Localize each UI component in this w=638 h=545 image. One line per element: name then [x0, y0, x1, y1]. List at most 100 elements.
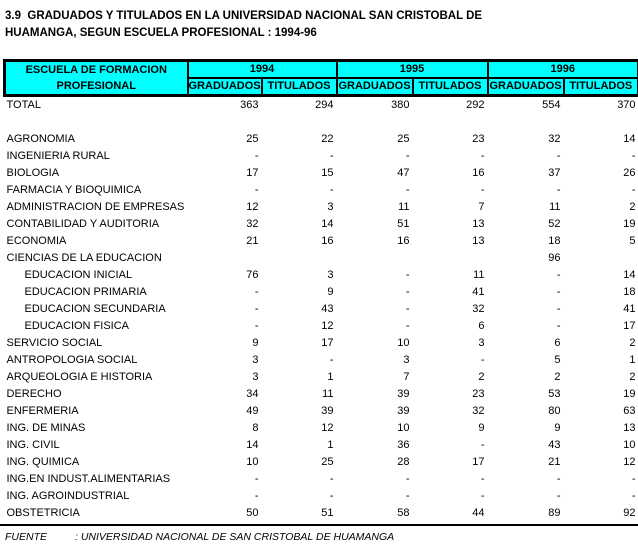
row-label: FARMACIA Y BIOQUIMICA — [6, 184, 142, 196]
cell-value: 9 — [478, 422, 485, 434]
source-label: FUENTE — [5, 531, 47, 543]
cell-value: 39 — [397, 405, 410, 417]
table-row: OBSTETRICIA 50 51 58 44 89 92 — [5, 505, 638, 522]
cell-value: 18 — [548, 235, 561, 247]
cell-value: 80 — [548, 405, 561, 417]
cell-value: - — [556, 150, 561, 162]
cell-value: 37 — [548, 167, 561, 179]
cell-value: 53 — [548, 388, 561, 400]
cell-value: 3 — [478, 337, 485, 349]
cell-value — [413, 114, 488, 131]
cell-value: - — [480, 490, 485, 502]
cell-value: - — [631, 150, 636, 162]
school-column-header: ESCUELA DE FORMACION PROFESIONAL — [3, 59, 189, 97]
cell-value: 26 — [623, 167, 636, 179]
cell-value: - — [480, 354, 485, 366]
table-row: EDUCACION INICIAL 76 3 - 11 - 14 — [5, 267, 638, 284]
cell-value: 39 — [397, 388, 410, 400]
year-header-1995: 1995 — [335, 59, 489, 79]
source-footer: FUENTE: UNIVERSIDAD NACIONAL DE SAN CRIS… — [5, 531, 638, 543]
cell-value: 47 — [397, 167, 410, 179]
cell-value: 5 — [554, 354, 561, 366]
cell-value: 6 — [478, 320, 485, 332]
school-header-line1: ESCUELA DE FORMACION — [25, 64, 167, 76]
cell-value — [337, 114, 413, 131]
cell-value — [564, 250, 638, 267]
cell-value: 10 — [397, 422, 410, 434]
cell-value: - — [254, 473, 259, 485]
cell-value: - — [405, 286, 410, 298]
cell-value: - — [556, 473, 561, 485]
cell-value: - — [480, 184, 485, 196]
cell-value: 13 — [472, 235, 485, 247]
cell-value: 52 — [548, 218, 561, 230]
table-bottom-rule — [0, 524, 638, 526]
cell-value: 2 — [554, 371, 561, 383]
cell-value — [262, 250, 337, 267]
cell-value: 16 — [397, 235, 410, 247]
cell-value: 44 — [472, 507, 485, 519]
table-header: ESCUELA DE FORMACION PROFESIONAL 1994 19… — [3, 59, 638, 97]
cell-value: 10 — [397, 337, 410, 349]
school-header-line2: PROFESIONAL — [56, 80, 136, 92]
row-label: OBSTETRICIA — [6, 507, 80, 519]
cell-value: 15 — [321, 167, 334, 179]
cell-value: 32 — [472, 405, 485, 417]
cell-value: 16 — [321, 235, 334, 247]
row-label: EDUCACION FISICA — [24, 320, 130, 332]
cell-value: 17 — [321, 337, 334, 349]
cell-value: 2 — [478, 371, 485, 383]
subheader-graduados-1996: GRADUADOS — [486, 77, 565, 97]
row-label: AGRONOMIA — [6, 133, 75, 145]
cell-value — [188, 250, 262, 267]
cell-value: 3 — [327, 269, 334, 281]
cell-value: 17 — [472, 456, 485, 468]
table-body: TOTAL 363 294 380 292 554 370 AGRONOMIA 25 22 25 23… — [5, 96, 638, 523]
cell-value: 51 — [321, 507, 334, 519]
cell-value: 3 — [252, 371, 259, 383]
table-row: INGENIERIA RURAL - - - - - - — [5, 148, 638, 165]
cell-value: - — [329, 473, 334, 485]
cell-value: - — [329, 150, 334, 162]
cell-value: 36 — [397, 439, 410, 451]
subheader-graduados-1995: GRADUADOS — [335, 77, 414, 97]
cell-value: - — [556, 269, 561, 281]
cell-value: 2 — [629, 371, 636, 383]
row-label: ING. QUIMICA — [6, 456, 80, 468]
table-row: CONTABILIDAD Y AUDITORIA 32 14 51 13 52 19 — [5, 216, 638, 233]
cell-value: 34 — [246, 388, 259, 400]
cell-value: 76 — [246, 269, 259, 281]
table-row: ING.EN INDUST.ALIMENTARIAS - - - - - - — [5, 471, 638, 488]
cell-value: 3 — [252, 354, 259, 366]
cell-value: 41 — [472, 286, 485, 298]
cell-value: - — [254, 320, 259, 332]
spacer-row — [5, 114, 638, 131]
cell-value: 14 — [246, 439, 259, 451]
row-label: INGENIERIA RURAL — [6, 150, 110, 162]
cell-value: 1 — [327, 371, 334, 383]
table-row: ARQUEOLOGIA E HISTORIA 3 1 7 2 2 2 — [5, 369, 638, 386]
cell-value: 51 — [397, 218, 410, 230]
cell-value: 370 — [617, 99, 636, 111]
table-row: DERECHO 34 11 39 23 53 19 — [5, 386, 638, 403]
cell-value: 96 — [548, 252, 561, 264]
cell-value: 19 — [623, 218, 636, 230]
data-table: ESCUELA DE FORMACION PROFESIONAL 1994 19… — [3, 59, 638, 522]
cell-value: - — [405, 150, 410, 162]
row-label — [5, 114, 188, 131]
cell-value: 23 — [472, 133, 485, 145]
cell-value: 14 — [321, 218, 334, 230]
row-label: DERECHO — [6, 388, 62, 400]
cell-value: 21 — [246, 235, 259, 247]
cell-value: - — [329, 354, 334, 366]
table-row: ING. DE MINAS 8 12 10 9 9 13 — [5, 420, 638, 437]
cell-value: - — [254, 150, 259, 162]
cell-value: 43 — [321, 303, 334, 315]
year-header-1996: 1996 — [486, 59, 638, 79]
cell-value: 6 — [554, 337, 561, 349]
sub-header-row: GRADUADOS TITULADOS GRADUADOS TITULADOS … — [5, 77, 638, 97]
cell-value: - — [329, 490, 334, 502]
table-row: SERVICIO SOCIAL 9 17 10 3 6 2 — [5, 335, 638, 352]
cell-value: - — [405, 303, 410, 315]
